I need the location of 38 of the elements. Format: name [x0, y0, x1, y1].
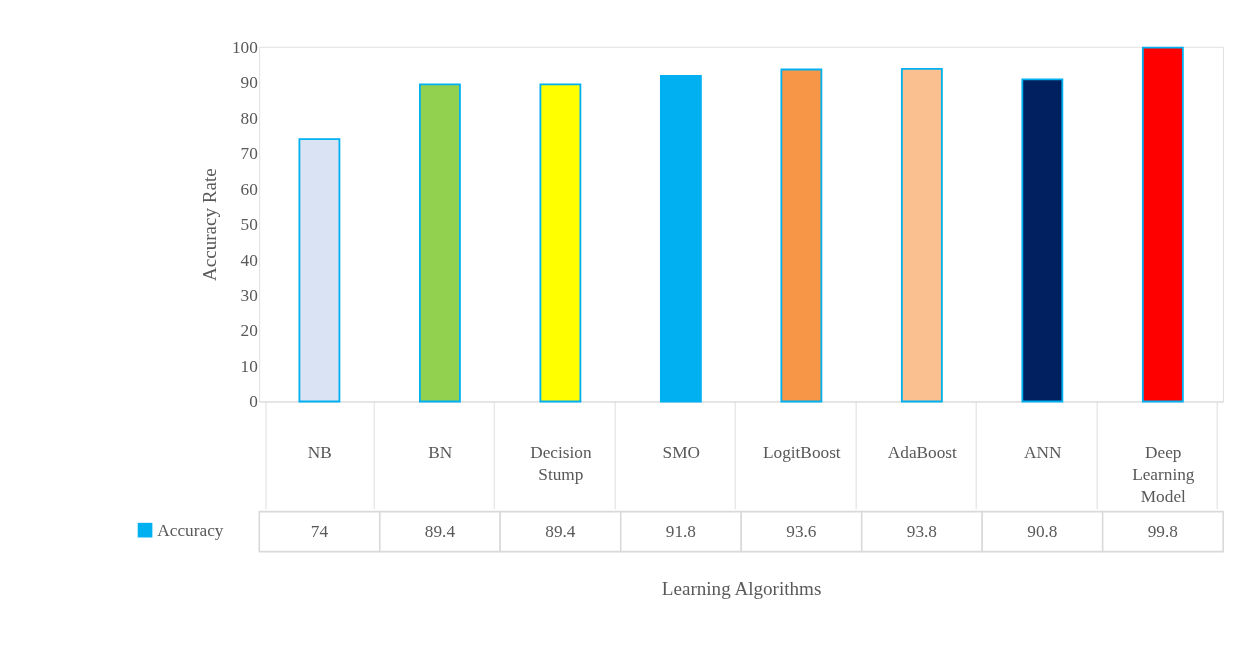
x-tick-label: SMO — [662, 443, 701, 463]
data-label: 89.4 — [545, 521, 576, 541]
data-label: 93.8 — [906, 521, 937, 541]
x-tick-label: Decision Stump — [530, 443, 592, 485]
bar — [780, 68, 823, 403]
bar — [1141, 46, 1184, 403]
legend-label: Accuracy — [157, 520, 224, 540]
y-tick-label: 40 — [240, 250, 258, 270]
data-label: 91.8 — [665, 521, 696, 541]
bar — [539, 83, 582, 403]
y-tick-label: 70 — [240, 144, 258, 164]
bar — [900, 67, 943, 403]
bar — [659, 75, 702, 403]
x-tick-label: NB — [307, 443, 332, 463]
data-label: 93.6 — [786, 521, 817, 541]
data-label: 90.8 — [1027, 521, 1058, 541]
y-axis-title: Accuracy Rate — [198, 168, 220, 282]
x-tick-label: ANN — [1024, 443, 1063, 463]
y-tick-label: 30 — [240, 286, 258, 305]
y-tick-label: 90 — [240, 73, 258, 93]
y-tick-label: 80 — [240, 108, 258, 128]
x-tick-label: LogitBoost — [762, 443, 841, 463]
x-tick-label: Deep Learning Model — [1132, 443, 1195, 506]
y-tick-label: 60 — [240, 179, 258, 199]
bar — [298, 138, 341, 403]
data-label: 74 — [310, 521, 329, 541]
y-tick-label: 50 — [240, 215, 258, 235]
y-tick-label: 0 — [249, 392, 258, 412]
x-tick-label: BN — [428, 443, 453, 463]
bar — [1021, 78, 1064, 403]
data-label: 99.8 — [1147, 521, 1178, 541]
x-tick-label: AdaBoost — [887, 443, 958, 463]
data-label: 89.4 — [424, 521, 456, 541]
y-tick-label: 20 — [240, 321, 258, 341]
x-axis-title: Learning Algorithms — [661, 577, 822, 599]
y-tick-label: 10 — [240, 356, 258, 376]
y-tick-label: 100 — [231, 37, 258, 57]
bar — [418, 83, 461, 403]
